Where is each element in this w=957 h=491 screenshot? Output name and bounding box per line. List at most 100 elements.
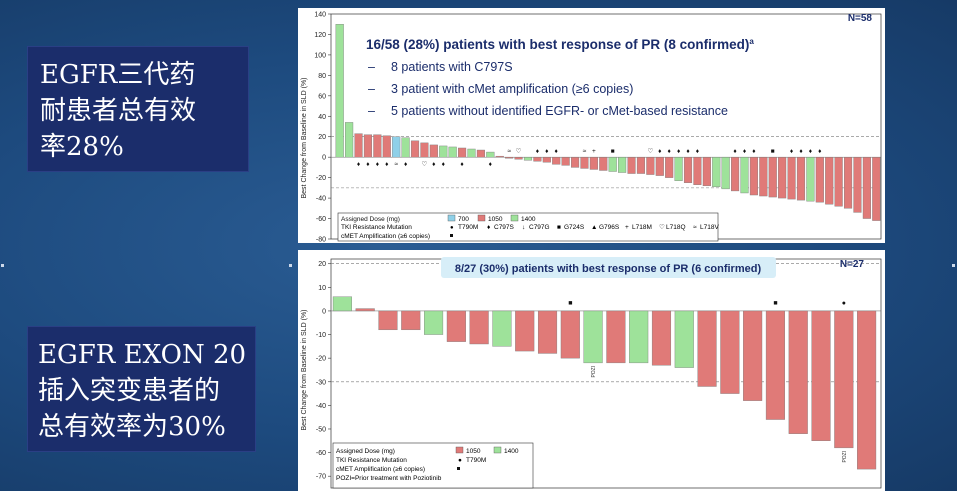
legend-swatch-1400 (510, 214, 519, 222)
mutation-marker: ♦ (460, 161, 464, 168)
bar (580, 156, 589, 169)
mutation-marker: ♦ (555, 148, 559, 155)
bar (505, 156, 514, 159)
mutation-marker: ♦ (357, 161, 361, 168)
y-tick-label: 40 (318, 114, 326, 121)
y-axis-label: Best Change from Baseline in SLD (%) (301, 310, 308, 431)
y-tick-label: 80 (318, 73, 326, 80)
legend-symbol-t790m: ● (458, 457, 462, 464)
legend-symbol-g724s: ■ (557, 224, 561, 231)
bar (492, 310, 512, 347)
waterfall-svg-top: 140 120 100 80 60 40 20 0 -20 -40 -60 -80 ♦ ♦ ♦ ♦ ≈ ♦ ♡ ♦ ♦… (301, 12, 882, 244)
y-tick-label: -70 (316, 474, 326, 481)
mutation-marker: ♦ (799, 148, 803, 155)
bullet-text: 8 patients with C797S (391, 60, 513, 74)
legend-swatch-1400 (493, 446, 502, 454)
bar (740, 156, 749, 194)
legend-mutation-label: G796S (599, 224, 620, 231)
y-tick-label: -50 (316, 426, 326, 433)
bar (486, 151, 495, 158)
mutation-marker: ♦ (432, 161, 436, 168)
legend-swatch-700 (447, 214, 456, 222)
bar (476, 149, 485, 158)
y-tick-label: -60 (316, 216, 326, 223)
legend-mutation-label: L718Q (666, 224, 686, 231)
bar (759, 156, 768, 197)
t790m-marker: ● (842, 300, 846, 307)
bar (467, 148, 476, 158)
chart-headline: 16/58 (28%) patients with best response … (366, 37, 754, 52)
bar (332, 296, 352, 312)
bar (420, 142, 429, 158)
slide-edge-mark-left (1, 264, 4, 267)
legend-mutation-label: G724S (564, 224, 585, 231)
bar (768, 156, 777, 198)
bar (862, 156, 871, 219)
bar (514, 156, 523, 160)
bar (765, 310, 785, 420)
y-axis-label: Best Change from Baseline in SLD (%) (301, 78, 308, 199)
legend-dose-label: 1050 (488, 216, 503, 223)
y-tick-label: -60 (316, 450, 326, 457)
bar-label: POZI (842, 451, 848, 463)
mutation-marker: ♦ (385, 161, 389, 168)
legend-dose-label: 700 (458, 216, 469, 223)
bar (731, 156, 740, 192)
bar (655, 156, 664, 176)
bar (693, 156, 702, 185)
bar (570, 156, 580, 168)
caption-line: EGFR EXON 20 (38, 340, 247, 370)
bar (629, 310, 649, 364)
bar (665, 156, 674, 178)
bar (646, 156, 655, 175)
mutation-marker: ♦ (733, 148, 737, 155)
n-label: N=58 (848, 13, 873, 24)
legend-cmet-title: cMET Amplification (≥6 copies) (336, 466, 425, 473)
legend-symbol-l718q: ♡ (659, 223, 665, 231)
bar (429, 144, 438, 158)
legend-swatch-1050 (455, 446, 464, 454)
headline-banner (441, 257, 776, 278)
bar (721, 156, 730, 190)
bar (683, 156, 693, 183)
legend-dose-label: 1400 (521, 216, 536, 223)
bar (788, 310, 808, 434)
legend-dose-label: 1400 (504, 448, 519, 455)
mutation-marker: ♦ (752, 148, 756, 155)
mutation-marker: ■ (611, 148, 615, 155)
bar (627, 156, 636, 174)
mutation-marker: ♦ (743, 148, 747, 155)
legend-mutation-label: C797G (529, 224, 550, 231)
bar (401, 310, 421, 331)
bar (533, 156, 542, 162)
bar (796, 156, 806, 201)
bar (515, 310, 535, 352)
caption-line: 插入突变患者的 (38, 376, 221, 406)
bar (872, 156, 881, 221)
caption-third-gen-resistant: EGFR三代药 耐患者总有效 率28% (27, 46, 249, 172)
legend-symbol-g796s: ▲ (591, 224, 597, 231)
bar-label: POZI (591, 366, 597, 378)
bar (363, 134, 373, 158)
legend-symbol-t790m: ● (450, 225, 454, 231)
bar (392, 136, 401, 158)
legend-swatch-1050 (477, 214, 486, 222)
cmet-marker: ■ (568, 300, 572, 307)
caption-exon20-insertion: EGFR EXON 20 插入突变患者的 总有效率为30% (27, 326, 256, 452)
chart-headline: 8/27 (30%) patients with best response o… (455, 263, 762, 275)
bullet-text: 3 patient with cMet amplification (≥6 co… (391, 82, 633, 96)
y-tick-label: -80 (316, 237, 326, 244)
mutation-marker: ♦ (668, 148, 672, 155)
legend-box: Assigned Dose (mg) 700 1050 1400 TKI Res… (337, 212, 719, 242)
mutation-marker: ■ (771, 148, 775, 155)
bar (857, 310, 877, 470)
caption-line: 总有效率为30% (38, 412, 226, 442)
bullet-dash: – (368, 60, 375, 74)
legend-mutation-label: L718M (632, 224, 652, 231)
legend-cmet-title: cMET Amplification (≥6 copies) (341, 233, 430, 240)
legend-mutation-title: TKI Resistance Mutation (336, 457, 407, 464)
legend-symbol-c797g: ↓ (522, 224, 525, 231)
mutation-marker: ♦ (658, 148, 662, 155)
bar (373, 134, 382, 158)
